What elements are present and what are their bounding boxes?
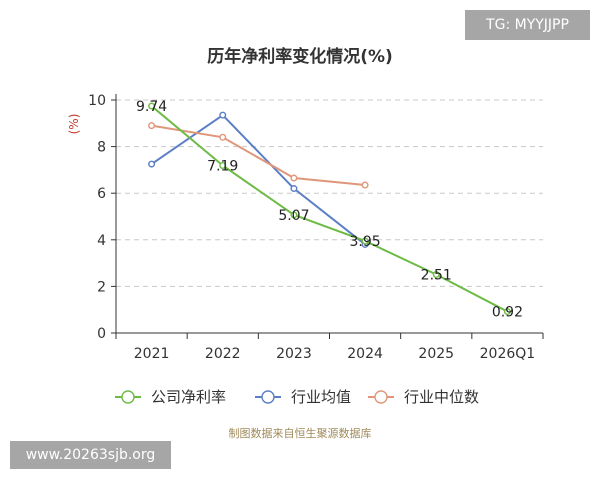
y-tick-label: 6 xyxy=(97,186,106,202)
x-tick-label: 2025 xyxy=(418,346,454,362)
legend-marker xyxy=(121,390,135,404)
data-label: 0.92 xyxy=(492,305,523,321)
series-point-1 xyxy=(219,111,227,119)
series-point-2 xyxy=(290,174,298,182)
y-tick-label: 4 xyxy=(97,233,106,249)
axis-layer: 0 2 4 6 8 10 2021 2022 2023 2024 2025 2026Q1 xyxy=(88,93,544,362)
x-tick-label: 2026Q1 xyxy=(480,346,536,362)
y-tick-label: 0 xyxy=(97,326,106,342)
legend-item-0: 公司净利率 xyxy=(115,388,226,406)
legend-label: 行业中位数 xyxy=(404,388,479,406)
data-label: 2.51 xyxy=(421,268,452,284)
chart-title: 历年净利率变化情况(%) xyxy=(207,46,393,67)
series-line-1 xyxy=(151,113,366,246)
y-axis-label: (%) xyxy=(67,114,81,135)
series-point-2 xyxy=(361,181,369,189)
source-note: 制图数据来自恒生聚源数据库 xyxy=(229,426,372,440)
legend-label: 公司净利率 xyxy=(151,388,226,406)
x-tick-label: 2023 xyxy=(276,346,312,362)
series-point-0 xyxy=(290,211,298,219)
data-label-layer: 9.74 7.19 5.07 3.95 2.51 0.92 xyxy=(136,99,523,321)
series-point-2 xyxy=(219,133,227,141)
data-label: 7.19 xyxy=(207,158,238,174)
series-point-0 xyxy=(432,271,440,279)
data-label: 5.07 xyxy=(278,208,309,224)
legend-item-1: 行业均值 xyxy=(255,388,351,406)
legend-item-2: 行业中位数 xyxy=(368,388,479,406)
series-point-0 xyxy=(148,102,156,110)
series-layer xyxy=(148,102,511,316)
series-point-0 xyxy=(503,308,511,316)
legend-label: 行业均值 xyxy=(291,388,351,406)
series-point-1 xyxy=(290,185,298,193)
series-point-0 xyxy=(361,237,369,245)
series-point-1 xyxy=(148,160,156,168)
data-label: 9.74 xyxy=(136,99,167,115)
y-tick-label: 2 xyxy=(97,279,106,295)
legend-marker xyxy=(261,390,275,404)
data-label: 3.95 xyxy=(349,234,380,250)
legend-marker xyxy=(374,390,388,404)
grid-layer xyxy=(116,99,543,287)
y-tick-label: 10 xyxy=(88,93,106,109)
series-point-0 xyxy=(219,161,227,169)
series-line-2 xyxy=(151,124,366,187)
y-tick-label: 8 xyxy=(97,140,106,156)
x-tick-label: 2022 xyxy=(205,346,241,362)
tg-badge: TG: MYYJJPP xyxy=(465,10,590,40)
series-line-0 xyxy=(150,105,508,313)
x-tick-label: 2021 xyxy=(134,346,170,362)
series-point-2 xyxy=(148,122,156,130)
x-tick-label: 2024 xyxy=(347,346,383,362)
legend: 公司净利率 行业均值 行业中位数 xyxy=(115,388,479,406)
watermark-url: www.20263sjb.org xyxy=(10,441,171,469)
